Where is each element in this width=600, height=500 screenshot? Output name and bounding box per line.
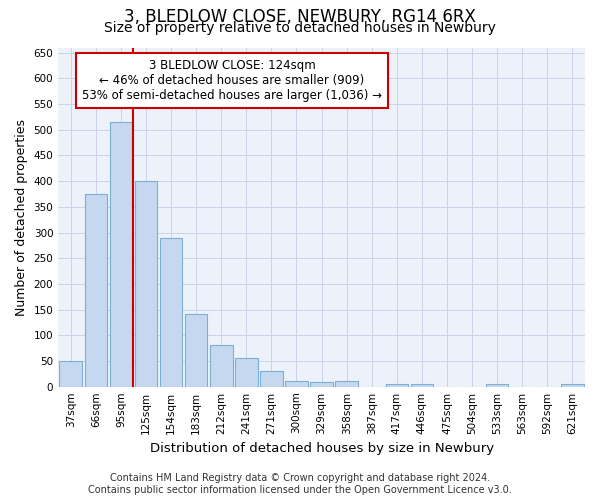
Bar	[59, 361, 82, 386]
Bar	[410, 384, 433, 386]
Bar	[160, 238, 182, 386]
Bar	[110, 122, 132, 386]
Text: Contains HM Land Registry data © Crown copyright and database right 2024.
Contai: Contains HM Land Registry data © Crown c…	[88, 474, 512, 495]
Bar	[210, 344, 233, 387]
Text: 3 BLEDLOW CLOSE: 124sqm
← 46% of detached houses are smaller (909)
53% of semi-d: 3 BLEDLOW CLOSE: 124sqm ← 46% of detache…	[82, 60, 382, 102]
Bar	[335, 380, 358, 386]
Bar	[185, 314, 208, 386]
Bar	[561, 384, 584, 386]
Y-axis label: Number of detached properties: Number of detached properties	[15, 118, 28, 316]
Text: 3, BLEDLOW CLOSE, NEWBURY, RG14 6RX: 3, BLEDLOW CLOSE, NEWBURY, RG14 6RX	[124, 8, 476, 26]
Text: Size of property relative to detached houses in Newbury: Size of property relative to detached ho…	[104, 21, 496, 35]
Bar	[285, 380, 308, 386]
Bar	[235, 358, 257, 386]
Bar	[486, 384, 508, 386]
Bar	[85, 194, 107, 386]
Bar	[310, 382, 333, 386]
X-axis label: Distribution of detached houses by size in Newbury: Distribution of detached houses by size …	[149, 442, 494, 455]
Bar	[134, 181, 157, 386]
Bar	[386, 384, 408, 386]
Bar	[260, 372, 283, 386]
